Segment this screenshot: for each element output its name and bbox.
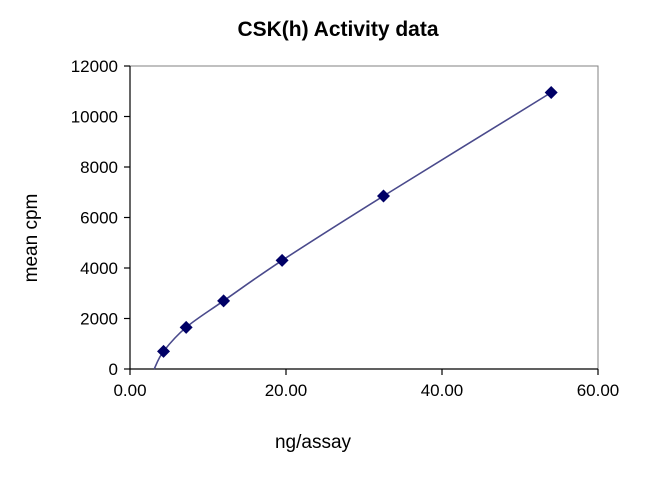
y-tick-label: 12000	[71, 57, 118, 76]
plot-area	[129, 65, 599, 370]
x-tick-label: 60.00	[577, 381, 620, 400]
x-tick-label: 40.00	[421, 381, 464, 400]
y-tick-label: 2000	[80, 310, 118, 329]
y-tick-label: 4000	[80, 259, 118, 278]
data-point-diamond	[544, 86, 558, 100]
data-point-diamond	[157, 344, 171, 358]
y-axis-label: mean cpm	[21, 194, 42, 283]
x-tick-label: 0.00	[113, 381, 146, 400]
chart-title: CSK(h) Activity data	[237, 18, 438, 41]
y-axis-ticks: 0 2000 4000 6000 8000 10000 12000	[71, 57, 130, 379]
data-points	[157, 86, 558, 358]
y-tick-label: 10000	[71, 108, 118, 127]
y-tick-label: 6000	[80, 209, 118, 228]
trend-line	[153, 91, 552, 370]
x-axis-label: ng/assay	[275, 432, 352, 453]
y-tick-label: 0	[109, 360, 118, 379]
y-tick-label: 8000	[80, 158, 118, 177]
data-point-diamond	[377, 189, 390, 203]
x-tick-label: 20.00	[265, 381, 308, 400]
data-point-diamond	[179, 320, 193, 334]
data-point-diamond	[217, 294, 231, 308]
data-point-diamond	[275, 253, 289, 267]
x-axis-ticks: 0.00 20.00 40.00 60.00	[113, 369, 619, 400]
